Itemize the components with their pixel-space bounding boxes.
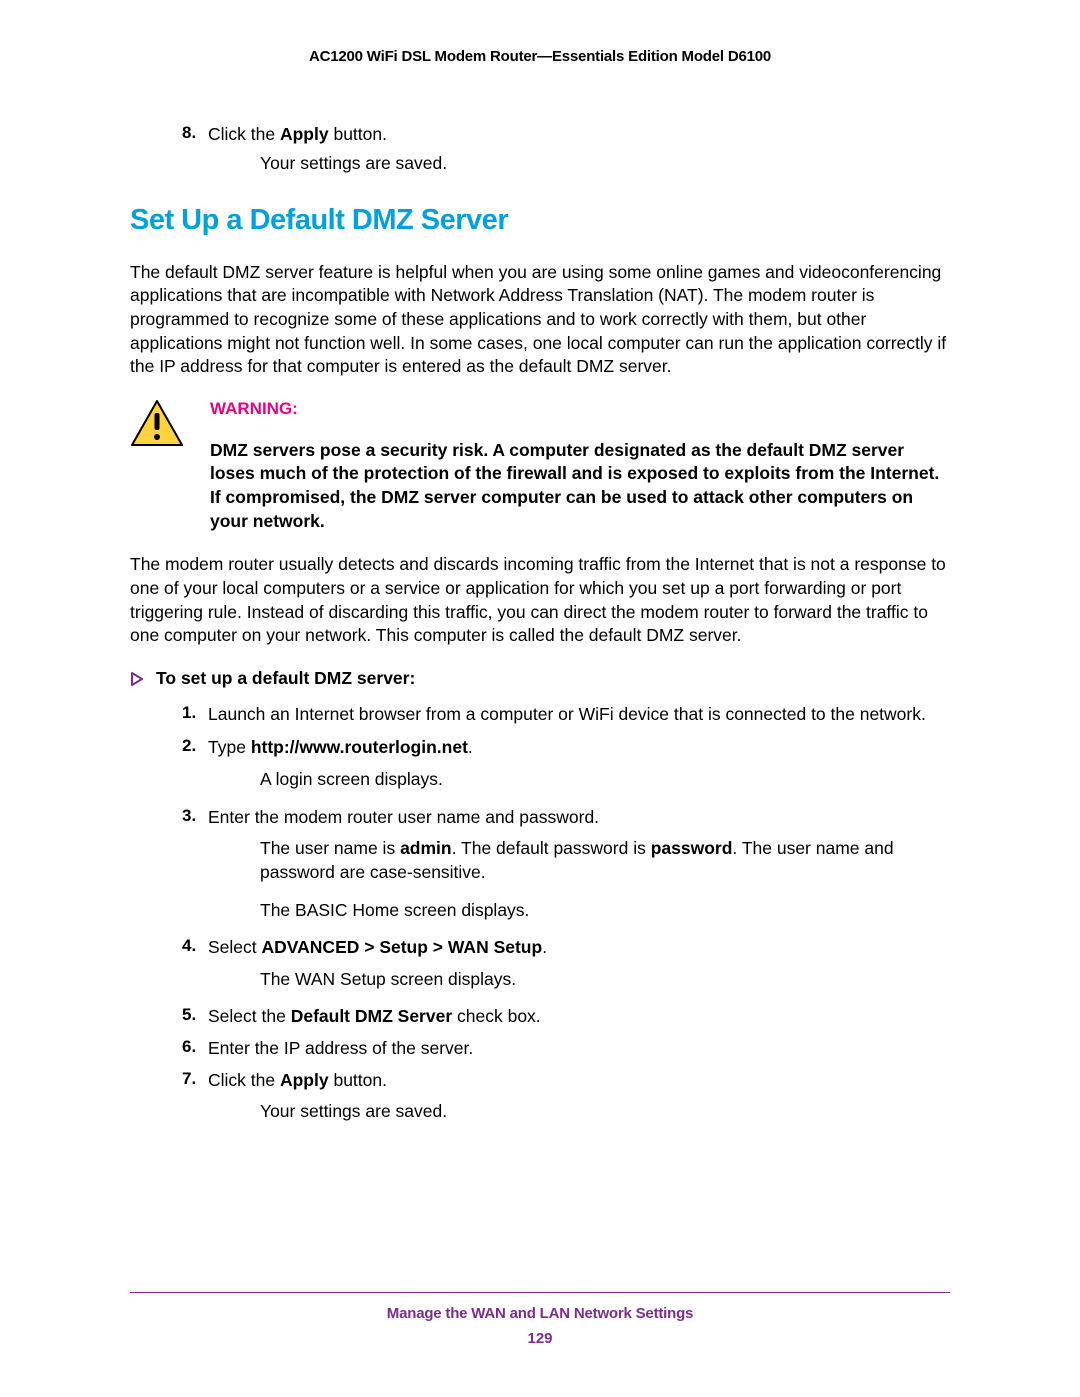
step-text: Type http://www.routerlogin.net.: [208, 736, 473, 760]
text: Click the: [208, 124, 280, 144]
warning-label: WARNING:: [210, 399, 950, 419]
mid-paragraph: The modem router usually detects and dis…: [130, 553, 950, 648]
step-7: 7. Click the Apply button.: [182, 1069, 950, 1093]
step-number: 1.: [182, 703, 208, 727]
step-text: Launch an Internet browser from a comput…: [208, 703, 926, 727]
warning-content: WARNING: DMZ servers pose a security ris…: [210, 399, 950, 534]
step-number: 3.: [182, 806, 208, 830]
bold-text: ADVANCED > Setup > WAN Setup: [262, 937, 543, 957]
step-text: Click the Apply button.: [208, 123, 387, 147]
text: Select the: [208, 1006, 291, 1026]
bold-text: admin: [400, 838, 452, 858]
bold-text: http://www.routerlogin.net: [251, 737, 468, 757]
task-intro: To set up a default DMZ server:: [130, 668, 950, 691]
bold-text: Apply: [280, 124, 329, 144]
top-step-list: 8. Click the Apply button. Your settings…: [182, 123, 950, 174]
chevron-icon: [130, 672, 156, 691]
text: . The default password is: [452, 838, 651, 858]
text: button.: [329, 124, 387, 144]
step-5: 5. Select the Default DMZ Server check b…: [182, 1005, 950, 1029]
step-text: Click the Apply button.: [208, 1069, 387, 1093]
step-number: 7.: [182, 1069, 208, 1093]
bold-text: Default DMZ Server: [291, 1006, 452, 1026]
text: The user name is: [260, 838, 400, 858]
step-number: 6.: [182, 1037, 208, 1061]
step-subtext: A login screen displays.: [260, 768, 950, 792]
footer-page-number: 129: [130, 1330, 950, 1347]
warning-text: DMZ servers pose a security risk. A comp…: [210, 439, 950, 534]
task-label: To set up a default DMZ server:: [156, 668, 415, 689]
step-text: Enter the IP address of the server.: [208, 1037, 473, 1061]
text: Select: [208, 937, 262, 957]
step-text: Select ADVANCED > Setup > WAN Setup.: [208, 936, 547, 960]
step-6: 6. Enter the IP address of the server.: [182, 1037, 950, 1061]
step-3: 3. Enter the modem router user name and …: [182, 806, 950, 830]
page-footer: Manage the WAN and LAN Network Settings …: [130, 1292, 950, 1347]
text: .: [542, 937, 547, 957]
step-number: 4.: [182, 936, 208, 960]
step-subtext: The WAN Setup screen displays.: [260, 968, 950, 992]
step-subtext: Your settings are saved.: [260, 1100, 950, 1124]
warning-icon: [130, 399, 210, 452]
intro-paragraph: The default DMZ server feature is helpfu…: [130, 261, 950, 379]
page-header: AC1200 WiFi DSL Modem Router—Essentials …: [130, 48, 950, 65]
text: check box.: [452, 1006, 541, 1026]
text: Type: [208, 737, 251, 757]
bold-text: password: [651, 838, 733, 858]
step-8: 8. Click the Apply button.: [182, 123, 950, 147]
step-subtext: The BASIC Home screen displays.: [260, 899, 950, 923]
step-subtext: The user name is admin. The default pass…: [260, 837, 950, 884]
step-text: Enter the modem router user name and pas…: [208, 806, 599, 830]
section-heading: Set Up a Default DMZ Server: [130, 204, 950, 237]
step-number: 5.: [182, 1005, 208, 1029]
text: Click the: [208, 1070, 280, 1090]
step-subtext: Your settings are saved.: [260, 153, 950, 174]
warning-block: WARNING: DMZ servers pose a security ris…: [130, 399, 950, 534]
step-1: 1. Launch an Internet browser from a com…: [182, 703, 950, 727]
step-text: Select the Default DMZ Server check box.: [208, 1005, 541, 1029]
footer-divider: [130, 1292, 950, 1293]
bold-text: Apply: [280, 1070, 329, 1090]
step-4: 4. Select ADVANCED > Setup > WAN Setup.: [182, 936, 950, 960]
step-number: 8.: [182, 123, 208, 147]
document-page: AC1200 WiFi DSL Modem Router—Essentials …: [0, 0, 1080, 1397]
text: button.: [329, 1070, 387, 1090]
step-number: 2.: [182, 736, 208, 760]
footer-chapter: Manage the WAN and LAN Network Settings: [130, 1305, 950, 1322]
step-2: 2. Type http://www.routerlogin.net.: [182, 736, 950, 760]
procedure-steps: 1. Launch an Internet browser from a com…: [182, 703, 950, 1124]
text: .: [468, 737, 473, 757]
